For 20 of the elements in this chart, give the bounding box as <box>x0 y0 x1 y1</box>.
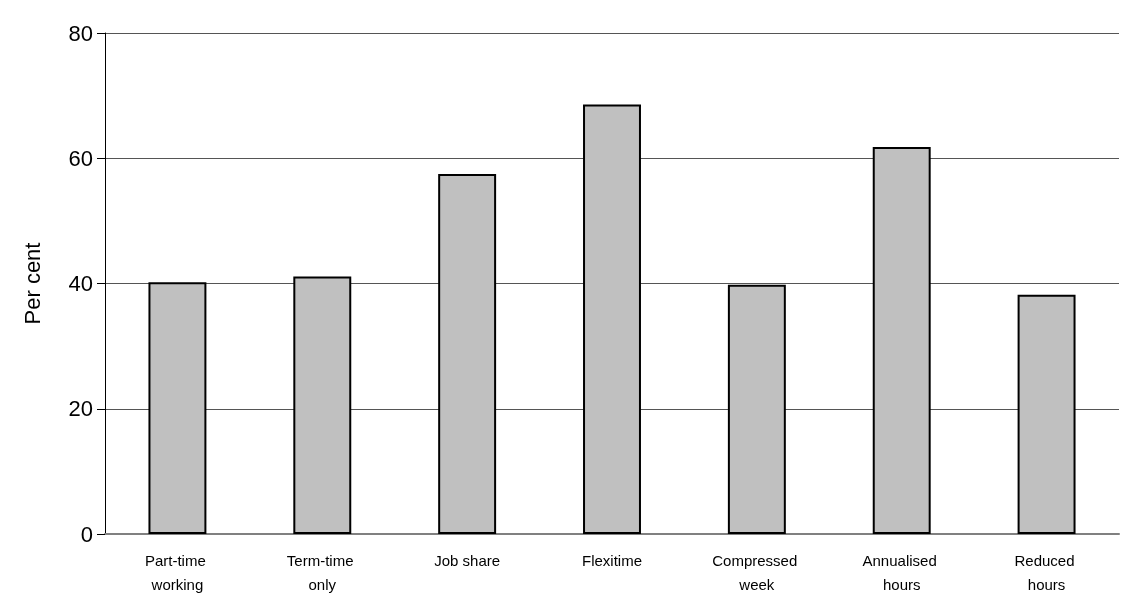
y-tick-label: 20 <box>68 396 93 422</box>
bar <box>1017 294 1076 534</box>
x-tick-label: Compressed week <box>712 551 802 593</box>
y-tick-label: 80 <box>68 20 93 46</box>
bar <box>293 276 352 534</box>
x-tick-label: Flexitime <box>581 551 643 569</box>
y-tick-label: 60 <box>68 145 93 171</box>
bar <box>583 104 641 534</box>
x-tick-label: Job share <box>434 551 501 569</box>
y-axis-title: Per cent <box>19 242 45 325</box>
y-tick-label: 40 <box>68 271 93 296</box>
bar <box>148 282 207 534</box>
x-tick-label: Part-time working <box>144 551 210 593</box>
bar <box>438 173 497 534</box>
x-tick-label: Annualised hours <box>862 551 941 593</box>
bar <box>727 284 786 534</box>
x-tick-label: Reduced hours <box>1014 551 1079 593</box>
x-tick-label: Term-time only <box>286 551 358 593</box>
bar <box>872 146 931 534</box>
y-tick-label: 0 <box>80 521 93 547</box>
